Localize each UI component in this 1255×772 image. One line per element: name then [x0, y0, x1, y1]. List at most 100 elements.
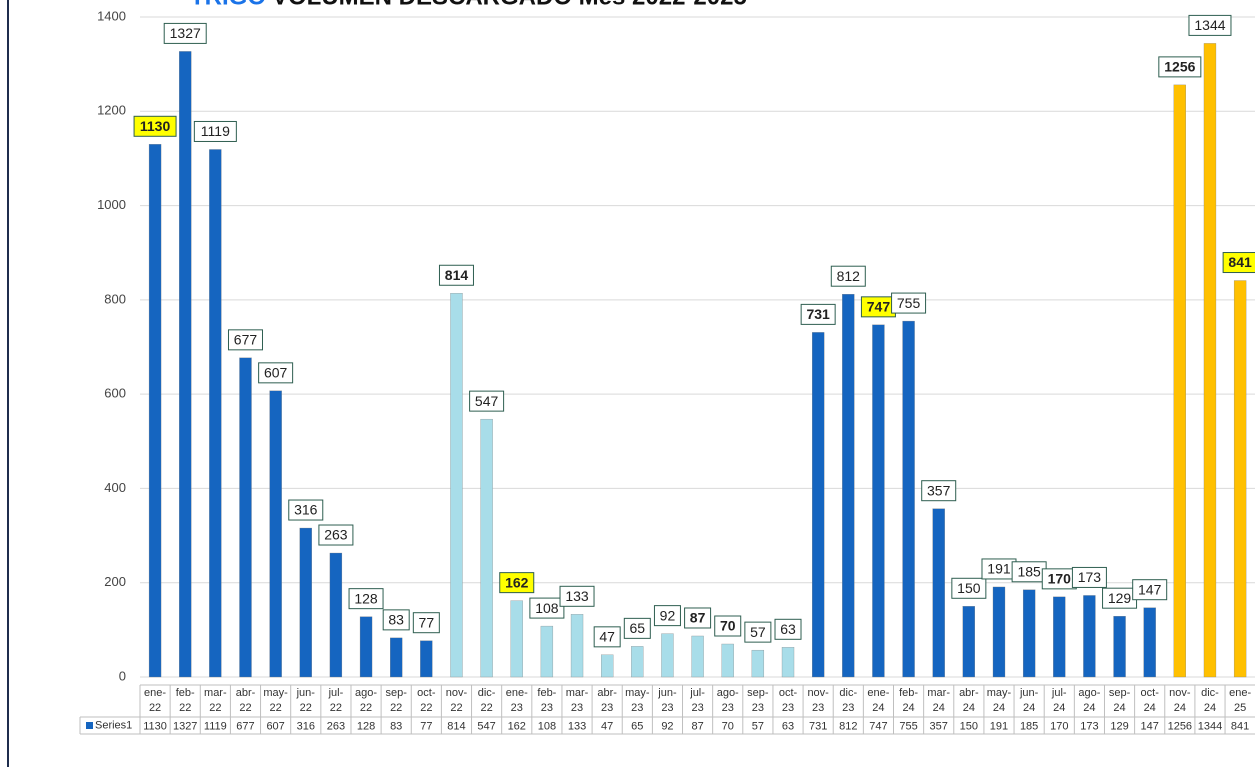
data-label: 92: [660, 607, 676, 623]
bar: [1053, 596, 1066, 678]
data-label-box: [348, 588, 384, 610]
table-value: 147: [1141, 720, 1159, 732]
data-label: 1130: [140, 118, 171, 134]
data-label: 83: [388, 612, 404, 628]
data-label: 162: [505, 574, 529, 590]
table-value: 812: [839, 720, 857, 732]
bar: [601, 654, 614, 678]
table-value: 162: [508, 720, 526, 732]
data-label: 1256: [1164, 59, 1195, 75]
table-value: 731: [809, 720, 827, 732]
table-value: 1130: [143, 720, 167, 732]
data-label-box: [891, 292, 927, 314]
data-label: 63: [780, 621, 796, 637]
x-tick-label: feb-23: [537, 687, 556, 714]
data-label: 263: [324, 527, 348, 543]
table-value: 191: [990, 720, 1008, 732]
data-label-box: [623, 617, 651, 639]
table-value: 57: [752, 720, 764, 732]
y-tick-label: 600: [104, 386, 126, 401]
y-tick-label: 0: [119, 668, 126, 683]
x-tick-label: abr-24: [959, 687, 979, 714]
x-tick-label: ene-25: [1229, 687, 1251, 714]
bar: [962, 606, 975, 678]
table-value: 65: [631, 720, 643, 732]
x-tick-label: oct-23: [779, 687, 798, 714]
x-tick-label: ene-24: [867, 687, 889, 714]
bar: [269, 390, 282, 678]
data-label-box: [559, 585, 595, 607]
bar: [781, 647, 795, 678]
x-tick-label: sep-22: [385, 687, 407, 714]
data-label: 185: [1017, 563, 1041, 579]
x-tick-label: dic-24: [1201, 687, 1219, 714]
data-label-box: [744, 621, 772, 643]
data-label: 147: [1138, 581, 1162, 597]
data-label-box: [529, 597, 565, 619]
x-tick-label: feb-22: [176, 687, 195, 714]
data-label-box: [438, 264, 474, 286]
data-label-box: [1158, 56, 1202, 78]
table-value: 841: [1231, 720, 1249, 732]
y-tick-label: 1400: [97, 8, 126, 23]
y-tick-label: 800: [104, 291, 126, 306]
x-tick-label: jun-22: [296, 687, 316, 714]
x-tick-label: jul-22: [328, 687, 344, 714]
table-value: 173: [1080, 720, 1098, 732]
table-value: 747: [869, 720, 887, 732]
data-label: 607: [264, 365, 288, 381]
y-tick-label: 1000: [97, 197, 126, 212]
data-label: 128: [354, 590, 378, 606]
data-label: 316: [294, 502, 318, 518]
table-value: 92: [661, 720, 673, 732]
data-label-box: [1222, 252, 1255, 274]
bar: [902, 320, 915, 678]
data-label: 70: [720, 618, 736, 634]
x-tick-label: jul-23: [689, 687, 705, 714]
x-tick-label: abr-23: [597, 687, 617, 714]
data-label-box: [1132, 579, 1168, 601]
data-label: 677: [234, 332, 258, 348]
x-tick-label: may-23: [625, 687, 650, 714]
bar: [661, 633, 674, 678]
data-label: 47: [599, 629, 615, 645]
data-label-box: [318, 524, 354, 546]
table-value: 47: [601, 720, 613, 732]
bar: [1022, 589, 1036, 678]
data-label-box: [593, 626, 621, 648]
table-value: 1327: [173, 720, 197, 732]
bar: [148, 144, 162, 678]
table-value: 70: [722, 720, 734, 732]
table-value: 63: [782, 720, 794, 732]
table-value: 185: [1020, 720, 1038, 732]
x-tick-label: nov-22: [446, 687, 468, 714]
data-label: 87: [690, 610, 706, 626]
data-label: 173: [1078, 569, 1102, 585]
bar: [540, 625, 554, 678]
data-label-box: [499, 572, 535, 594]
x-tick-label: jul-24: [1051, 687, 1067, 714]
data-label: 1119: [201, 123, 230, 139]
legend-label: Series1: [95, 719, 132, 731]
data-label-box: [800, 303, 836, 325]
chart-title: VOLUMEN DESCARGADO Mes 2022-2025: [272, 0, 747, 10]
x-tick-label: oct-24: [1141, 687, 1160, 714]
data-label: 747: [867, 299, 891, 315]
x-tick-label: ene-23: [506, 687, 528, 714]
bar: [450, 293, 463, 678]
bar: [1173, 84, 1186, 678]
x-tick-label: dic-22: [478, 687, 496, 714]
data-label: 133: [565, 588, 589, 604]
data-label: 191: [987, 561, 1011, 577]
x-tick-label: mar-22: [204, 687, 227, 714]
data-label: 814: [445, 267, 469, 283]
data-label-box: [288, 499, 324, 521]
table-value: 677: [236, 720, 254, 732]
data-label: 77: [419, 614, 435, 630]
bar: [209, 149, 222, 678]
x-tick-label: abr-22: [236, 687, 256, 714]
bar: [992, 586, 1006, 678]
table-value: 1344: [1198, 720, 1222, 732]
x-tick-label: nov-24: [1169, 687, 1191, 714]
